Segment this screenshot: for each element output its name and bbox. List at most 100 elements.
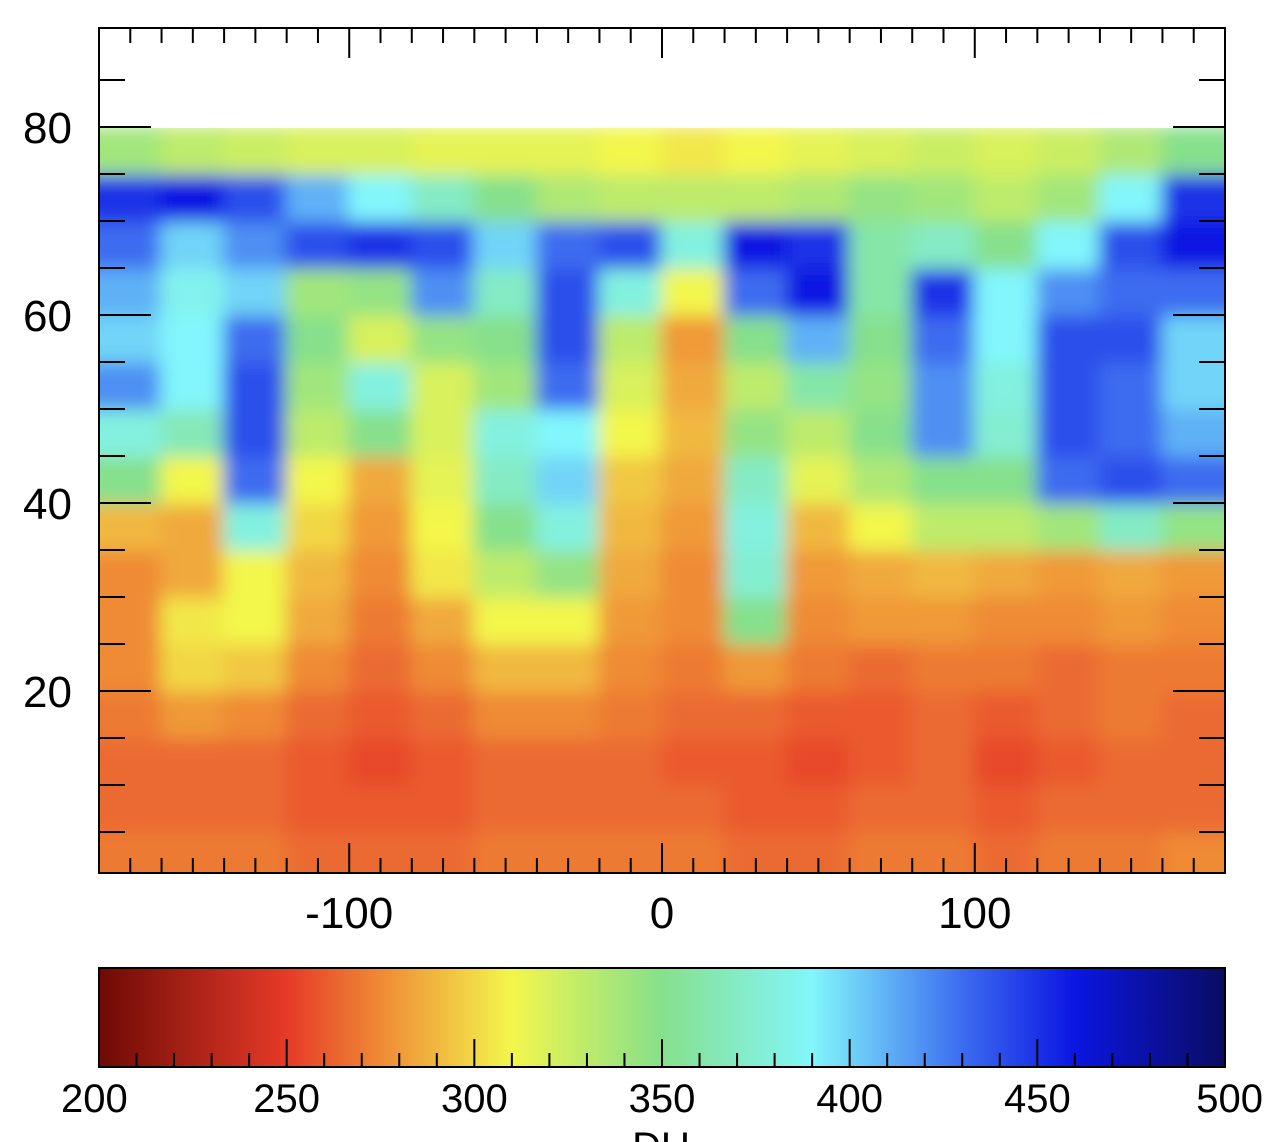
heat-cell [848, 455, 914, 504]
heat-cell [1161, 549, 1225, 598]
heat-cell [661, 267, 726, 316]
heat-cell [223, 220, 288, 269]
heat-cell [223, 314, 288, 363]
x-tick-label: 100 [938, 889, 1011, 938]
heat-cell [598, 690, 663, 739]
heat-cell [1098, 596, 1164, 645]
heat-cell [661, 455, 726, 504]
heat-cell [1036, 361, 1101, 410]
heat-cell [973, 408, 1039, 457]
heat-cell [348, 408, 413, 457]
heat-cell [410, 643, 476, 692]
heat-cell [723, 314, 789, 363]
heat-cell [848, 643, 914, 692]
heat-cell [410, 596, 476, 645]
heat-cell [535, 408, 601, 457]
heat-cell [911, 173, 976, 222]
heat-cell [786, 643, 851, 692]
heat-cell [99, 831, 163, 873]
heat-cell [285, 314, 351, 363]
heat-cell [786, 502, 851, 551]
heat-cell [160, 690, 226, 739]
heat-cell [661, 361, 726, 410]
heat-cell [473, 220, 538, 269]
heat-cell [973, 267, 1039, 316]
heat-cell [1036, 220, 1101, 269]
heat-cell [473, 314, 538, 363]
heat-cell [410, 128, 476, 175]
heat-cell [285, 784, 351, 833]
heat-cell [473, 455, 538, 504]
heat-cell [786, 784, 851, 833]
heat-cell [848, 502, 914, 551]
heat-cell [848, 784, 914, 833]
colorbar-tick-label: 300 [441, 1077, 508, 1121]
heat-cell [848, 596, 914, 645]
heat-cell [223, 643, 288, 692]
heat-cell [1161, 831, 1225, 873]
heat-cell [160, 502, 226, 551]
heat-cell [99, 455, 163, 504]
heat-cell [1098, 408, 1164, 457]
heat-cell [911, 596, 976, 645]
heat-cell [973, 596, 1039, 645]
heat-cell [661, 596, 726, 645]
heat-cell [1036, 596, 1101, 645]
heat-cell [723, 690, 789, 739]
heat-cell [1161, 267, 1225, 316]
heat-cell [160, 128, 226, 175]
heat-cell [160, 267, 226, 316]
heat-cell [99, 549, 163, 598]
heat-cell [598, 267, 663, 316]
heat-cell [786, 220, 851, 269]
heat-cell [1036, 643, 1101, 692]
heat-cell [848, 737, 914, 786]
x-tick-label: 0 [650, 889, 674, 938]
heat-cell [99, 502, 163, 551]
heat-cell [285, 173, 351, 222]
heat-cell [348, 643, 413, 692]
heat-cell [348, 173, 413, 222]
heat-cell [1036, 690, 1101, 739]
heat-cell [99, 643, 163, 692]
heat-cell [911, 314, 976, 363]
heat-cell [285, 220, 351, 269]
heat-cell [973, 549, 1039, 598]
heat-cell [223, 128, 288, 175]
heat-cell [285, 596, 351, 645]
y-tick-label: 60 [23, 292, 72, 341]
heat-cell [1036, 408, 1101, 457]
heat-cell [661, 737, 726, 786]
heat-cell [848, 408, 914, 457]
heat-cell [1036, 549, 1101, 598]
heat-cell [410, 690, 476, 739]
heat-cell [99, 690, 163, 739]
heat-cell [535, 361, 601, 410]
heat-cell [598, 361, 663, 410]
heat-cell [160, 737, 226, 786]
heat-cell [598, 549, 663, 598]
heat-cell [535, 690, 601, 739]
heat-cell [160, 455, 226, 504]
heat-cell [535, 643, 601, 692]
heat-cell [598, 502, 663, 551]
heat-cell [535, 455, 601, 504]
heat-cell [473, 737, 538, 786]
heat-cell [598, 643, 663, 692]
heat-cell [285, 128, 351, 175]
colorbar-tick-label: 500 [1196, 1077, 1263, 1121]
heat-cell [848, 128, 914, 175]
heat-cell [911, 549, 976, 598]
heat-cell [786, 596, 851, 645]
heat-cell [1098, 455, 1164, 504]
heat-cell [99, 784, 163, 833]
heat-cell [1161, 737, 1225, 786]
heat-cell [1161, 173, 1225, 222]
heat-cell [973, 455, 1039, 504]
heat-cell [535, 549, 601, 598]
heat-cell [410, 314, 476, 363]
heat-cell [223, 408, 288, 457]
heat-cell [1036, 784, 1101, 833]
heat-cell [410, 737, 476, 786]
